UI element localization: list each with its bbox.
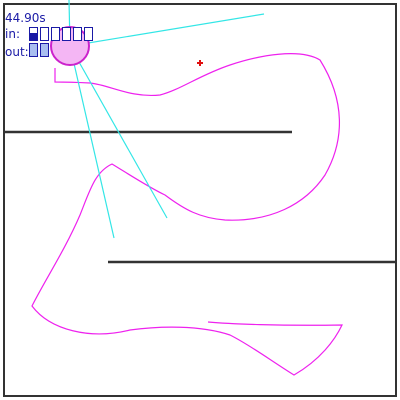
input-level-bar — [40, 27, 49, 41]
agent-trail — [31, 53, 343, 376]
output-level-bar-fill — [30, 44, 37, 56]
timer-readout: 44.90s — [5, 11, 46, 25]
target-cross-icon — [197, 60, 203, 66]
input-level-bar — [84, 27, 93, 41]
output-level-bar — [40, 43, 49, 57]
input-level-bar — [73, 27, 82, 41]
output-label: out: — [5, 45, 29, 59]
sensor-ray — [69, 45, 115, 239]
input-level-bar — [29, 27, 38, 41]
input-level-bar — [51, 27, 60, 41]
sensor-rays — [68, 0, 265, 239]
input-level-bar — [62, 27, 71, 41]
arena-border — [3, 3, 397, 397]
output-level-bar — [29, 43, 38, 57]
output-level-bars — [29, 43, 49, 57]
output-level-bar-fill — [41, 44, 48, 56]
sensor-ray — [69, 13, 265, 47]
input-level-bar-fill — [30, 32, 37, 40]
input-label: in: — [5, 27, 20, 41]
input-level-bars — [29, 27, 93, 41]
sensor-ray — [69, 45, 168, 219]
